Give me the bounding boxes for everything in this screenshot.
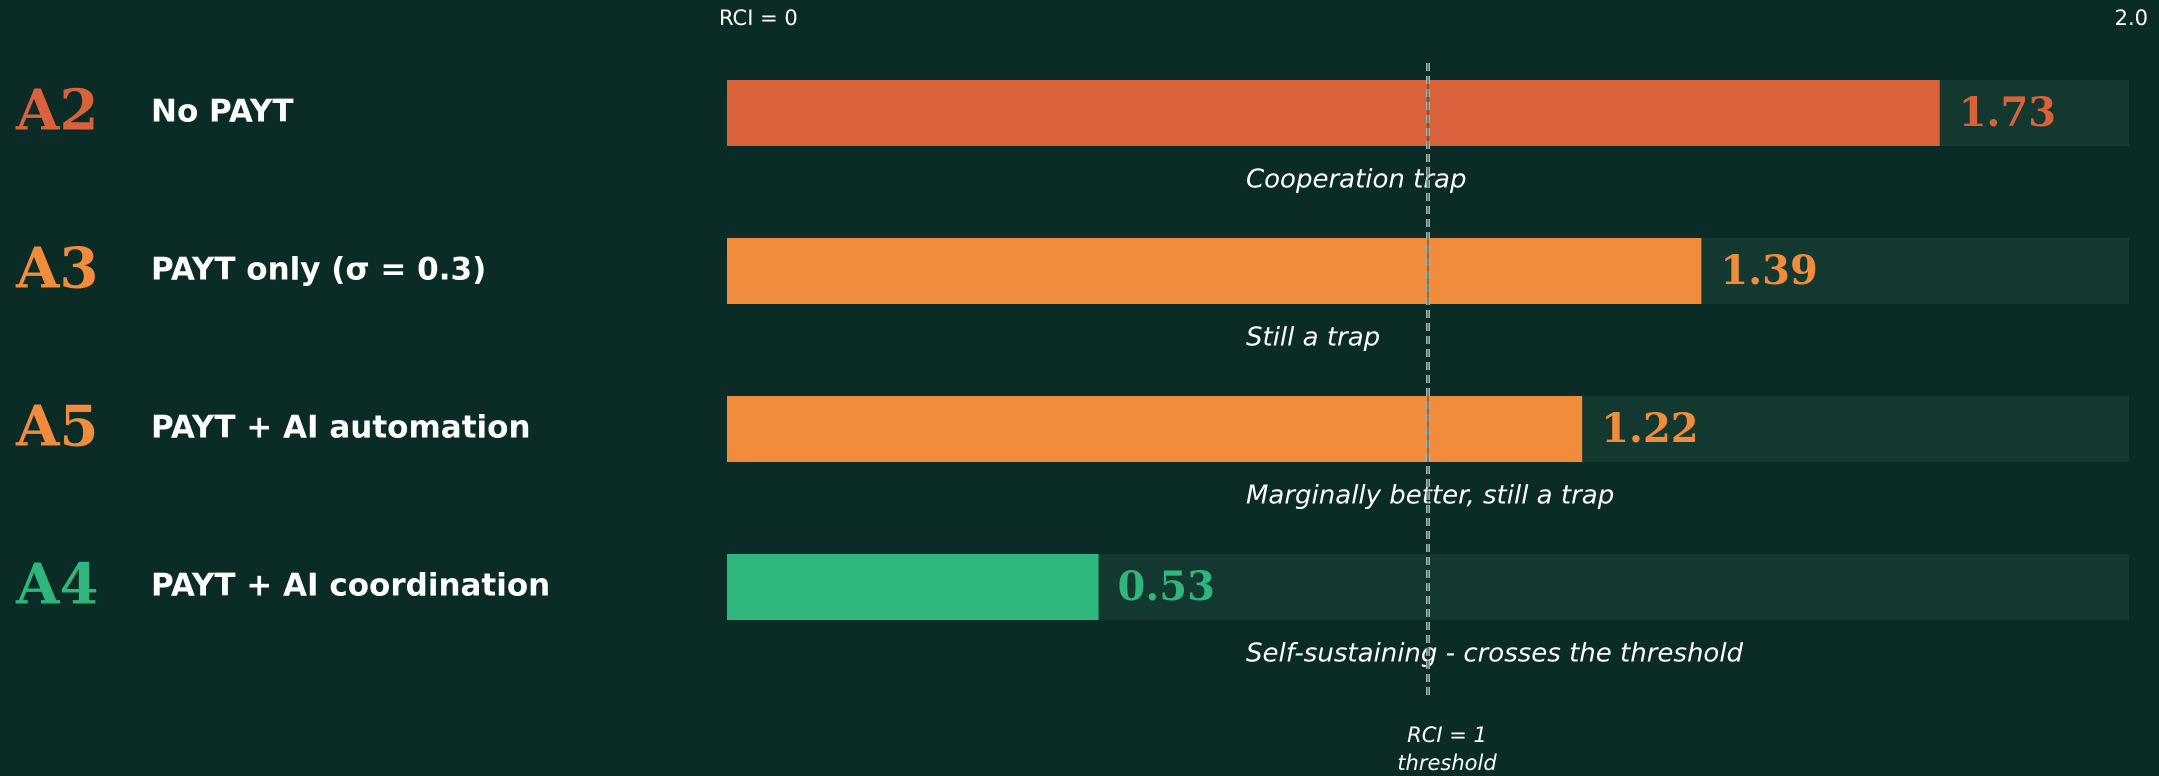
row-note: Marginally better, still a trap xyxy=(1246,481,1614,511)
row-note: Cooperation trap xyxy=(1246,165,1466,195)
bar xyxy=(727,554,1099,620)
row-note: Still a trap xyxy=(1246,323,1380,353)
row-code: A2 xyxy=(15,78,98,144)
threshold-label: threshold xyxy=(1397,751,1497,775)
row-name: No PAYT xyxy=(151,94,294,130)
x-tick-label: 2.0 xyxy=(2115,6,2148,30)
row-name: PAYT + AI coordination xyxy=(151,568,550,604)
x-tick-label: RCI = 0 xyxy=(719,6,798,30)
row-note: Self-sustaining - crosses the threshold xyxy=(1246,639,1744,669)
value-label: 1.73 xyxy=(1959,89,2056,136)
threshold-label: RCI = 1 xyxy=(1407,723,1487,747)
bar xyxy=(727,238,1702,304)
row-code: A5 xyxy=(15,394,98,460)
row-name: PAYT + AI automation xyxy=(151,410,531,446)
bar xyxy=(727,396,1583,462)
row-code: A4 xyxy=(15,552,98,618)
row-name: PAYT only (σ = 0.3) xyxy=(151,252,486,288)
row-code: A3 xyxy=(15,236,98,302)
bar xyxy=(727,80,1940,146)
value-label: 1.22 xyxy=(1601,405,1698,452)
value-label: 1.39 xyxy=(1720,247,1817,294)
value-label: 0.53 xyxy=(1118,563,1215,610)
